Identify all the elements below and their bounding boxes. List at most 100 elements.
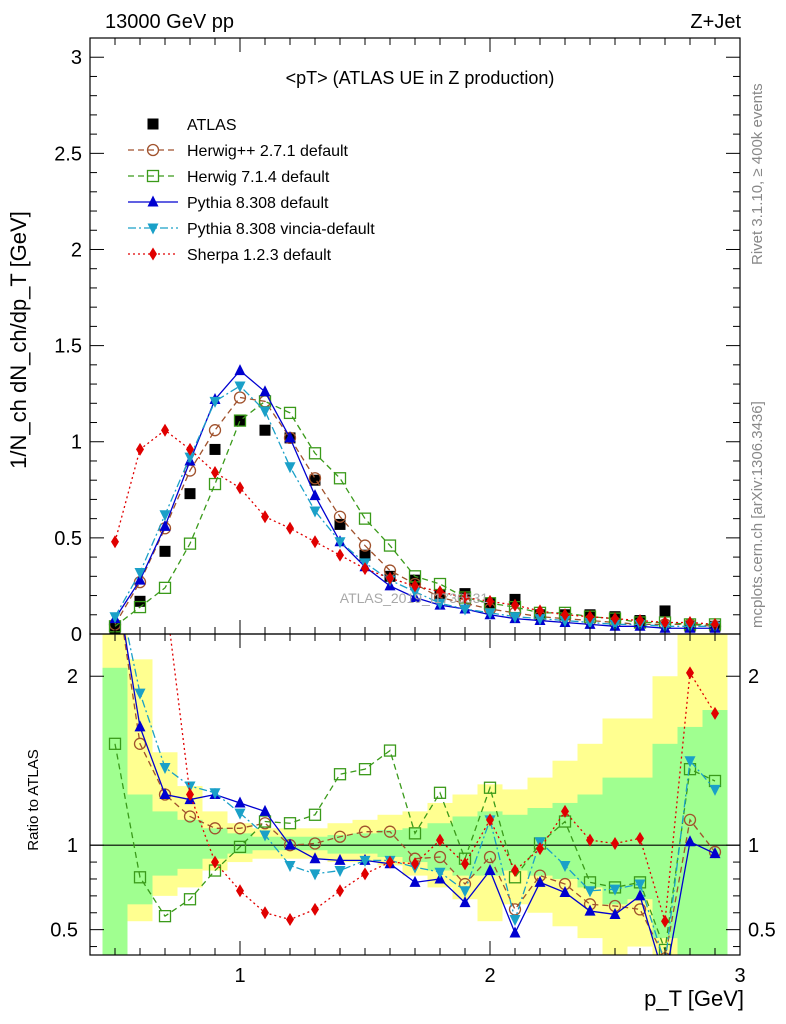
ratio-point — [534, 875, 546, 887]
ratio-series-3 — [110, 570, 721, 955]
y-tick-label: 1.5 — [54, 336, 82, 358]
ratio-point — [609, 907, 621, 919]
band-inner-bin — [327, 835, 353, 854]
watermark: ATLAS_2019_I1736531 — [340, 590, 489, 606]
data-point — [386, 571, 394, 585]
data-point — [159, 519, 171, 531]
ratio-point — [261, 906, 269, 920]
y-tick-label: 3 — [71, 47, 82, 69]
ratio-point — [159, 762, 171, 774]
data-point — [183, 537, 197, 550]
data-point — [409, 587, 421, 599]
data-point — [686, 615, 694, 629]
data-point — [711, 617, 719, 631]
band-inner-bin — [702, 710, 728, 955]
ratio-point — [434, 867, 446, 879]
ratio-point — [108, 737, 122, 750]
ratio-point — [609, 884, 621, 896]
data-point — [436, 585, 444, 599]
ratio-point — [486, 813, 494, 827]
legend-marker — [146, 169, 160, 183]
data-point — [208, 477, 222, 491]
data-point — [308, 447, 322, 460]
ratio-point — [209, 788, 221, 800]
ratio-y-tick-label-right: 0.5 — [748, 920, 776, 942]
main-y-axis-label: 1/N_ch dN_ch/dp_T [GeV] — [6, 211, 31, 469]
data-point — [559, 616, 571, 628]
ratio-point — [636, 831, 644, 845]
data-point — [333, 472, 347, 485]
ratio-point — [711, 706, 719, 720]
data-point — [586, 610, 594, 624]
y-tick-label: 1 — [71, 432, 82, 454]
ratio-point — [309, 869, 321, 881]
ratio-point — [459, 886, 471, 898]
data-point — [236, 481, 244, 495]
data-point — [209, 396, 221, 408]
ratio-point — [509, 915, 521, 927]
ratio-point — [308, 837, 322, 850]
band-inner-bin — [427, 823, 453, 871]
ratio-point — [661, 914, 669, 928]
ratio-y-tick-label: 0.5 — [50, 920, 78, 942]
ratio-point — [559, 860, 571, 872]
data-point — [486, 594, 494, 608]
ratio-point — [483, 850, 497, 864]
band-inner-bin — [302, 836, 328, 851]
legend-label: Sherpa 1.2.3 default — [187, 247, 332, 264]
ratio-point — [509, 926, 521, 938]
ratio-point — [584, 886, 596, 898]
ratio-point — [259, 830, 271, 842]
legend-marker — [149, 247, 157, 261]
ratio-point — [536, 842, 544, 856]
ratio-point — [358, 763, 372, 776]
ratio-point — [708, 774, 722, 788]
x-tick-label: 3 — [734, 965, 745, 987]
legend-item: Herwig 7.1.4 default — [128, 169, 330, 186]
ratio-point — [383, 744, 397, 757]
band-inner-bin — [227, 833, 253, 854]
rivet-label: Rivet 3.1.10, ≥ 400k events — [749, 83, 766, 265]
ratio-point — [584, 904, 596, 916]
band-inner-bin — [652, 743, 678, 939]
band-inner-bin — [202, 828, 228, 859]
main-plot-title: <pT> (ATLAS UE in Z production) — [286, 68, 555, 88]
y-tick-label: 0.5 — [54, 528, 82, 550]
data-point — [411, 579, 419, 593]
ratio-point — [358, 825, 372, 838]
band-inner-bin — [102, 667, 128, 955]
band-inner-bin — [377, 829, 403, 858]
ratio-point — [433, 786, 447, 799]
data-point — [333, 510, 347, 523]
ratio-point — [110, 570, 121, 581]
ratio-point — [183, 893, 197, 906]
data-point — [584, 617, 596, 629]
ratio-point — [311, 902, 319, 916]
data-point — [561, 608, 569, 622]
ratio-point — [461, 857, 469, 871]
data-point — [233, 414, 247, 427]
data-point — [534, 614, 546, 626]
data-point — [159, 545, 171, 557]
data-point — [309, 506, 321, 518]
data-point — [134, 567, 146, 579]
data-point — [509, 612, 521, 624]
ratio-point — [660, 974, 671, 985]
ratio-point — [309, 852, 321, 864]
ratio-point — [284, 838, 296, 850]
ratio-point — [259, 804, 271, 816]
data-point — [134, 573, 146, 585]
legend: ATLAS Herwig++ 2.7.1 default Herwig 7.1.4 … — [128, 117, 375, 264]
ratio-y-tick-label-right: 2 — [748, 666, 759, 688]
ratio-point — [134, 720, 146, 732]
data-point — [109, 612, 121, 624]
axes: 1 2 3 0 0.5 1 1.5 2 2.5 3 0.5 0.5 1 1 2 2 — [50, 37, 776, 987]
ratio-point — [133, 871, 147, 884]
energy-label: 13000 GeV pp — [105, 11, 234, 33]
data-point — [259, 424, 271, 436]
data-point — [111, 535, 119, 549]
legend-item: Sherpa 1.2.3 default — [128, 247, 332, 264]
data-point — [461, 590, 469, 604]
data-point — [459, 604, 471, 616]
legend-marker — [147, 195, 159, 207]
